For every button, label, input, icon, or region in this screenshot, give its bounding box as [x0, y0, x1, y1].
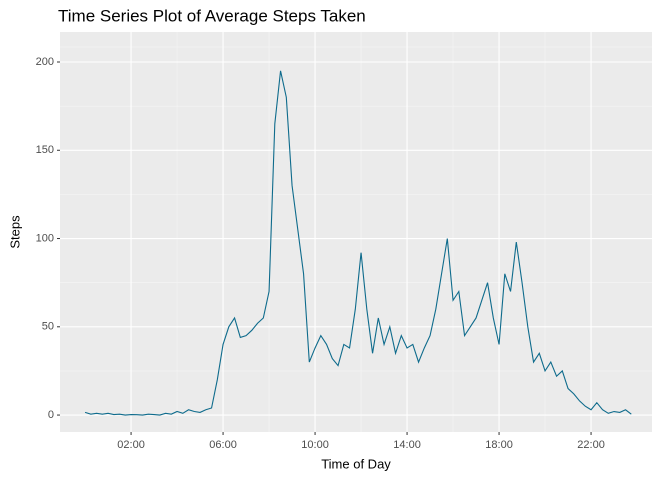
x-tick-label: 18:00 [485, 439, 513, 451]
x-tick-label: 02:00 [117, 439, 145, 451]
y-tick-label: 200 [36, 56, 54, 68]
x-tick-label: 22:00 [577, 439, 605, 451]
chart-title: Time Series Plot of Average Steps Taken [58, 6, 366, 25]
line [84, 70, 632, 416]
y-tick-label: 50 [42, 321, 54, 333]
y-tick-label: 150 [36, 144, 54, 156]
panel [60, 32, 652, 432]
x-tick-label: 14:00 [393, 439, 421, 451]
x-axis-label: Time of Day [321, 456, 391, 471]
y-axis-label: Steps [7, 215, 22, 249]
y-tick-label: 0 [48, 409, 54, 421]
x-tick-label: 10:00 [301, 439, 329, 451]
x-tick-label: 06:00 [209, 439, 237, 451]
y-tick-label: 100 [36, 232, 54, 244]
